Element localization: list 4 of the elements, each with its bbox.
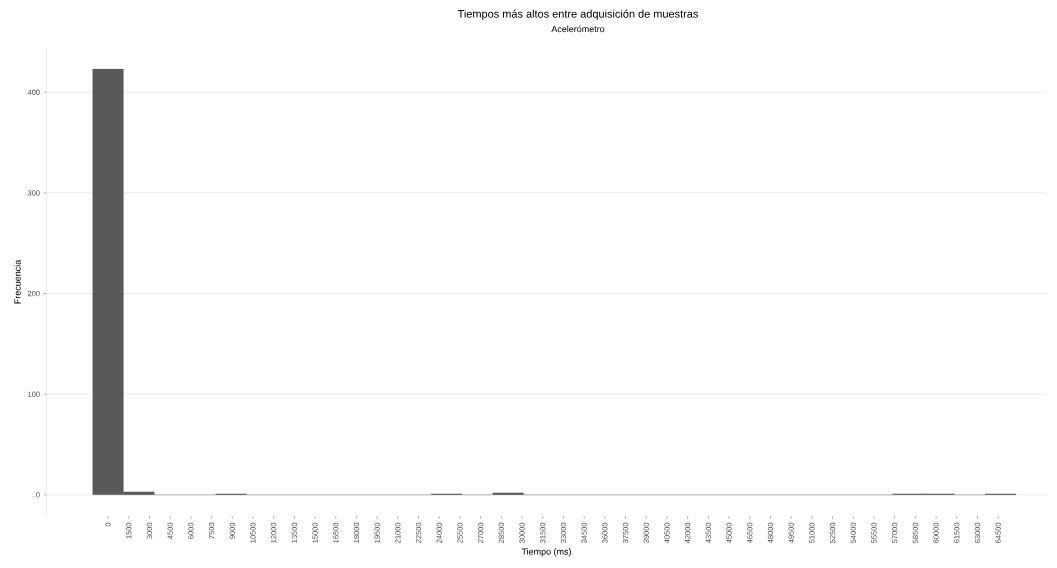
x-axis-title: Tiempo (ms) <box>521 548 571 557</box>
y-axis-title: Frecuencia <box>14 259 21 304</box>
chart-subtitle: Acelerómetro <box>551 25 605 33</box>
chart-title: Tiempos más altos entre adquisición de muestras <box>457 9 698 20</box>
